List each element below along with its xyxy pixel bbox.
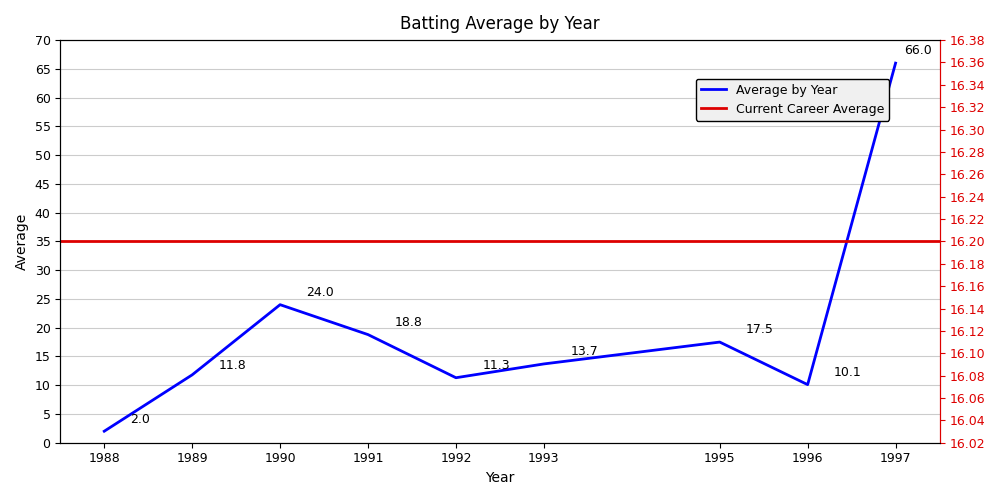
X-axis label: Year: Year — [485, 471, 515, 485]
Text: 11.3: 11.3 — [482, 359, 510, 372]
Legend: Average by Year, Current Career Average: Average by Year, Current Career Average — [696, 78, 889, 121]
Line: Average by Year: Average by Year — [104, 63, 896, 431]
Text: 17.5: 17.5 — [746, 324, 774, 336]
Text: 18.8: 18.8 — [394, 316, 422, 329]
Average by Year — [890, 60, 902, 66]
Text: 10.1: 10.1 — [834, 366, 862, 379]
Average by Year — [186, 372, 198, 378]
Average by Year — [538, 361, 550, 367]
Average by Year — [98, 428, 110, 434]
Title: Batting Average by Year: Batting Average by Year — [400, 15, 600, 33]
Text: 13.7: 13.7 — [570, 346, 598, 358]
Average by Year — [802, 382, 814, 388]
Text: 11.8: 11.8 — [219, 359, 246, 372]
Average by Year — [274, 302, 286, 308]
Average by Year — [714, 339, 726, 345]
Average by Year — [450, 374, 462, 380]
Text: 24.0: 24.0 — [306, 286, 334, 299]
Average by Year — [362, 332, 374, 338]
Y-axis label: Average: Average — [15, 213, 29, 270]
Text: 66.0: 66.0 — [904, 44, 932, 58]
Text: 2.0: 2.0 — [131, 412, 150, 426]
